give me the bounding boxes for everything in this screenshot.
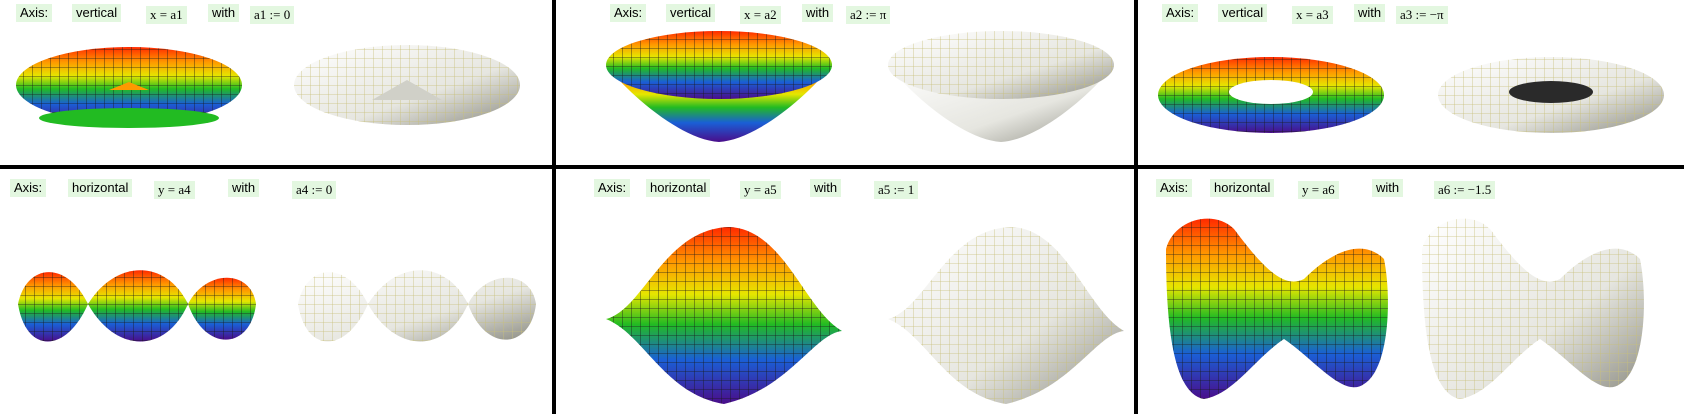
surface-plot-white[interactable] [296, 259, 546, 359]
param-definition[interactable]: a1 := 0 [250, 6, 295, 24]
panel-5: Axis: horizontal y = a5 with a5 := 1 [556, 169, 1134, 414]
surface-plot-colored[interactable] [14, 40, 244, 150]
equation: x = a1 [146, 6, 187, 24]
with-label: with [228, 179, 260, 197]
surface-plot-white[interactable] [1420, 209, 1650, 409]
with-label: with [802, 4, 834, 22]
panel-3: Axis: vertical x = a3 with a3 := −π [1138, 0, 1684, 165]
panel-1: Axis: vertical x = a1 with a1 := 0 [0, 0, 552, 165]
axis-label: Axis: [610, 4, 647, 22]
axis-label: Axis: [1162, 4, 1199, 22]
axis-value[interactable]: vertical [1218, 4, 1268, 22]
with-label: with [1372, 179, 1404, 197]
axis-value[interactable]: vertical [72, 4, 122, 22]
axis-value[interactable]: vertical [666, 4, 716, 22]
panel-2: Axis: vertical x = a2 with a2 := π [556, 0, 1134, 165]
divider-vertical-2 [1134, 0, 1138, 414]
with-label: with [208, 4, 240, 22]
param-definition[interactable]: a2 := π [846, 6, 891, 24]
equation: y = a5 [740, 181, 781, 199]
param-definition[interactable]: a5 := 1 [874, 181, 919, 199]
axis-label: Axis: [10, 179, 47, 197]
with-label: with [1354, 4, 1386, 22]
surface-plot-colored[interactable] [16, 259, 266, 359]
divider-vertical-1 [552, 0, 556, 414]
surface-plot-colored[interactable] [604, 30, 834, 150]
surface-plot-colored[interactable] [604, 209, 844, 409]
equation: x = a2 [740, 6, 781, 24]
surface-plot-white[interactable] [1436, 50, 1666, 150]
divider-horizontal [0, 165, 1684, 169]
axis-label: Axis: [594, 179, 631, 197]
param-definition[interactable]: a6 := −1.5 [1434, 181, 1496, 199]
axis-label: Axis: [16, 4, 53, 22]
surface-plot-white[interactable] [886, 30, 1116, 150]
equation: y = a4 [154, 181, 195, 199]
panel-6: Axis: horizontal y = a6 with a6 := −1.5 [1138, 169, 1684, 414]
equation: x = a3 [1292, 6, 1333, 24]
surface-plot-white[interactable] [292, 40, 522, 150]
param-definition[interactable]: a3 := −π [1396, 6, 1448, 24]
panel-4: Axis: horizontal y = a4 with a4 := 0 [0, 169, 552, 414]
axis-value[interactable]: horizontal [646, 179, 711, 197]
equation: y = a6 [1298, 181, 1339, 199]
surface-plot-white[interactable] [886, 209, 1126, 409]
axis-label: Axis: [1156, 179, 1193, 197]
surface-plot-colored[interactable] [1156, 50, 1386, 150]
param-definition[interactable]: a4 := 0 [292, 181, 337, 199]
axis-value[interactable]: horizontal [1210, 179, 1275, 197]
with-label: with [810, 179, 842, 197]
surface-plot-colored[interactable] [1164, 209, 1394, 409]
axis-value[interactable]: horizontal [68, 179, 133, 197]
